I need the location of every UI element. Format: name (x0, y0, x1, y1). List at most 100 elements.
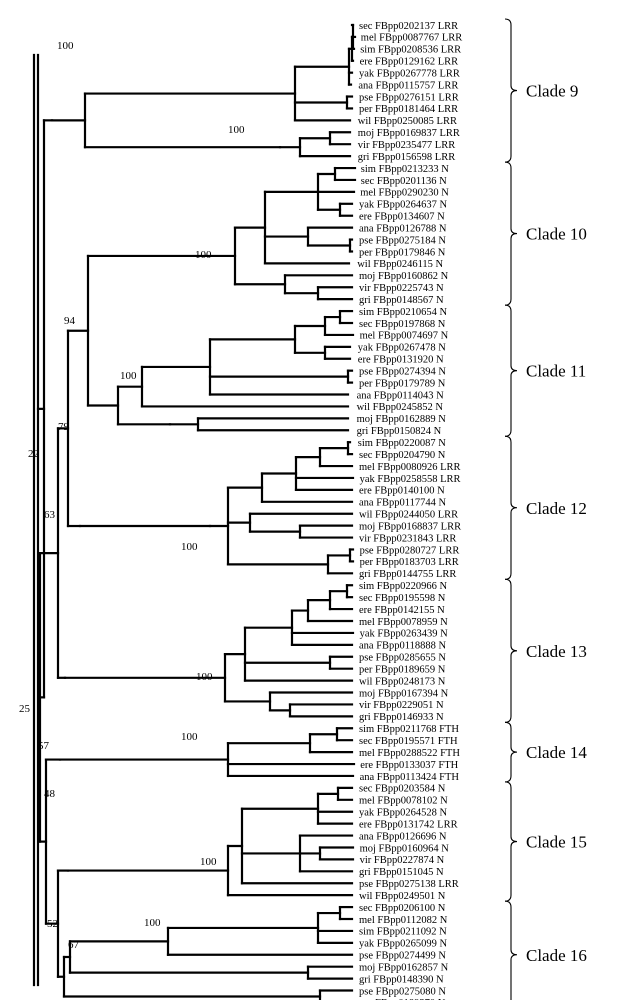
bootstrap-value: 100 (57, 40, 74, 52)
leaf-label: mel FBpp0290230 N (360, 188, 449, 199)
bootstrap-value: 22 (28, 448, 39, 460)
bootstrap-value: 57 (38, 740, 50, 752)
leaf-label: ere FBpp0133037 FTH (360, 760, 458, 771)
leaf-label: yak FBpp0264528 N (359, 808, 448, 819)
leaf-label: sim FBpp0220087 N (358, 438, 447, 449)
leaf-label: moj FBpp0167394 N (359, 688, 449, 699)
clade-brace (504, 721, 518, 783)
leaf-label: sim FBpp0211768 FTH (359, 724, 459, 735)
leaf-label: pse FBpp0276151 LRR (359, 92, 459, 103)
tree-branches (32, 23, 357, 1000)
leaf-label: gri FBpp0151045 N (359, 867, 444, 878)
bootstrap-value: 67 (68, 939, 80, 951)
bootstrap-value: 79 (58, 421, 70, 433)
leaf-label: yak FBpp0267778 LRR (359, 68, 460, 79)
clade-brace (504, 304, 518, 437)
leaf-label: wil FBpp0245852 N (357, 402, 444, 413)
bootstrap-value: 100 (144, 917, 161, 929)
clade-brace (504, 781, 518, 902)
leaf-label: ere FBpp0129162 LRR (360, 57, 459, 68)
leaf-label: ana FBpp0126696 N (359, 831, 447, 842)
leaf-label: pse FBpp0275080 N (359, 986, 446, 997)
leaf-label: sim FBpp0211092 N (359, 927, 447, 938)
leaf-label: vir FBpp0231843 LRR (359, 533, 456, 544)
bootstrap-value: 94 (64, 315, 76, 327)
leaf-label: moj FBpp0168837 LRR (359, 521, 461, 532)
leaf-label: pse FBpp0274499 N (359, 951, 446, 962)
bootstrap-value: 52 (47, 918, 58, 930)
leaf-label: sec FBpp0203584 N (359, 784, 446, 795)
leaf-label: ere FBpp0134607 N (359, 212, 445, 223)
clade-label: Clade 14 (526, 743, 587, 762)
leaf-label: sim FBpp0210654 N (359, 307, 448, 318)
leaf-label: vir FBpp0227874 N (360, 855, 445, 866)
leaf-label: yak FBpp0267478 N (358, 343, 447, 354)
leaf-label: per FBpp0179846 N (359, 247, 446, 258)
leaf-label: mel FBpp0087767 LRR (361, 33, 463, 44)
leaf-label: pse FBpp0275138 LRR (359, 879, 459, 890)
leaf-label: gri FBpp0146933 N (359, 712, 444, 723)
leaf-label: pse FBpp0280727 LRR (360, 545, 460, 556)
bootstrap-value: 100 (200, 856, 217, 868)
leaf-label: wil FBpp0249501 N (359, 891, 446, 902)
leaf-label: per FBpp0189659 N (359, 664, 446, 675)
leaf-label: moj FBpp0160964 N (360, 843, 450, 854)
leaf-label: ana FBpp0117744 N (359, 498, 447, 509)
clade-label: Clade 12 (526, 499, 587, 518)
clade-brace (504, 161, 518, 306)
bootstrap-value: 63 (44, 509, 56, 521)
clade-labels: Clade 9 Clade 10 Clade 11 Clade 12 Clade 13 C… (526, 82, 587, 965)
clade-brace (504, 578, 518, 723)
leaf-label: gri FBpp0148390 N (359, 974, 444, 985)
bootstrap-value: 100 (120, 370, 137, 382)
leaf-label: vir FBpp0235477 LRR (358, 140, 455, 151)
leaf-label: per FBpp0183703 LRR (360, 557, 459, 568)
leaf-label: sim FBpp0220966 N (359, 581, 448, 592)
leaf-label: yak FBpp0264637 N (359, 200, 448, 211)
leaf-label: sim FBpp0208536 LRR (360, 45, 461, 56)
leaf-label: per FBpp0189370 N (359, 998, 446, 1000)
leaf-label: mel FBpp0288522 FTH (359, 748, 460, 759)
leaf-label: ana FBpp0115757 LRR (358, 80, 458, 91)
leaf-label: sec FBpp0195598 N (359, 593, 446, 604)
clade-brace (504, 900, 518, 1000)
clade-label: Clade 10 (526, 225, 587, 244)
leaf-label: moj FBpp0162889 N (357, 414, 447, 425)
leaf-label: sec FBpp0206100 N (359, 903, 446, 914)
bootstrap-value: 25 (19, 703, 31, 715)
bootstrap-value: 100 (196, 671, 213, 683)
leaf-label: yak FBpp0263439 N (360, 629, 449, 640)
leaf-label: sec FBpp0197868 N (359, 319, 446, 330)
leaf-label: mel FBpp0074697 N (360, 331, 449, 342)
leaf-label: gri FBpp0150824 N (357, 426, 442, 437)
bootstrap-labels: 100 100 100 94 100 79 100 63 100 100 57 100 48 100 67 5… (19, 40, 245, 951)
clade-label: Clade 11 (526, 362, 586, 381)
bootstrap-value: 100 (181, 541, 198, 553)
leaf-label: mel FBpp0112082 N (359, 915, 448, 926)
leaf-label: pse FBpp0285655 N (359, 653, 446, 664)
leaf-label: mel FBpp0078102 N (359, 796, 448, 807)
leaf-label: moj FBpp0162857 N (359, 962, 449, 973)
leaf-label: ere FBpp0131742 LRR (359, 819, 458, 830)
leaf-label: vir FBpp0225743 N (359, 283, 444, 294)
leaf-label: wil FBpp0250085 LRR (358, 116, 457, 127)
clade-label: Clade 16 (526, 946, 587, 965)
leaf-label: pse FBpp0274394 N (359, 366, 446, 377)
leaf-label: ere FBpp0142155 N (359, 605, 445, 616)
leaf-label: per FBpp0179789 N (359, 378, 446, 389)
leaf-label: ana FBpp0113424 FTH (360, 772, 460, 783)
leaf-label: pse FBpp0275184 N (359, 235, 446, 246)
leaf-label: sec FBpp0201136 N (361, 176, 447, 187)
leaf-label: sec FBpp0202137 LRR (359, 21, 458, 32)
clade-label: Clade 9 (526, 82, 578, 101)
leaf-label: mel FBpp0078959 N (359, 617, 448, 628)
leaf-label: wil FBpp0246115 N (357, 259, 443, 270)
leaf-label: yak FBpp0258558 LRR (360, 474, 461, 485)
leaf-label: moj FBpp0169837 LRR (358, 128, 460, 139)
leaf-label: ana FBpp0118888 N (359, 641, 447, 652)
leaf-label: mel FBpp0080926 LRR (359, 462, 461, 473)
bootstrap-value: 100 (228, 124, 245, 136)
leaf-label: sec FBpp0195571 FTH (359, 736, 458, 747)
leaf-label: ana FBpp0126788 N (359, 223, 447, 234)
